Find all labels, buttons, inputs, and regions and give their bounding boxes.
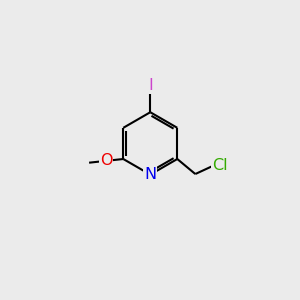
Text: N: N (144, 167, 156, 182)
Text: Cl: Cl (212, 158, 228, 172)
Text: I: I (148, 78, 153, 93)
Text: O: O (100, 153, 112, 168)
